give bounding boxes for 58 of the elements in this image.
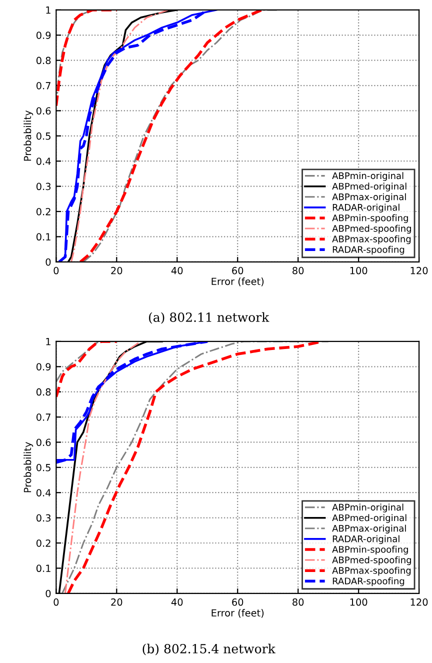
- x-tick-label: 120: [410, 598, 428, 606]
- y-tick-label: 0.1: [36, 564, 50, 572]
- legend-label: ABPmed-original: [332, 182, 406, 192]
- x-axis-title: Error (feet): [212, 609, 264, 618]
- x-tick-label: 0: [54, 266, 59, 274]
- y-axis-title: Probability: [24, 442, 34, 492]
- legend-label: ABPmax-original: [332, 193, 406, 202]
- y-tick-label: 0.2: [36, 208, 50, 216]
- y-tick-label: 0.8: [36, 388, 51, 396]
- legend-label: ABPmax-spoofing: [332, 566, 411, 576]
- y-tick-label: 1: [46, 6, 50, 14]
- x-tick-label: 100: [350, 266, 368, 274]
- y-tick-label: 0.7: [36, 414, 50, 421]
- legend-label: ABPmed-original: [332, 514, 406, 523]
- x-tick-label: 20: [111, 266, 122, 274]
- x-tick-label: 120: [410, 266, 428, 274]
- legend-label: ABPmin-spoofing: [332, 214, 408, 224]
- legend-label: ABPmed-spoofing: [332, 224, 411, 234]
- y-tick-label: 0.1: [36, 233, 50, 241]
- y-tick-label: 0.4: [36, 158, 51, 165]
- y-tick-label: 0.4: [36, 489, 51, 496]
- x-tick-label: 60: [232, 598, 244, 606]
- legend-label: RADAR-original: [332, 204, 400, 212]
- y-tick-label: 0.5: [36, 464, 50, 472]
- x-tick-label: 40: [171, 598, 183, 606]
- legend-label: ABPmin-spoofing: [332, 546, 408, 555]
- y-axis-title: Probability: [24, 110, 34, 161]
- x-axis-title: Error (feet): [212, 278, 264, 286]
- y-tick-label: 0.8: [36, 56, 51, 64]
- y-tick-label: 0.3: [36, 182, 51, 190]
- y-tick-label: 0.6: [36, 107, 51, 115]
- y-tick-label: 0: [46, 258, 51, 266]
- y-tick-label: 0.3: [36, 514, 51, 522]
- x-tick-label: 80: [292, 598, 304, 606]
- legend-label: RADAR-original: [332, 535, 400, 544]
- legend-label: RADAR-spoofing: [332, 246, 404, 255]
- legend-label: RADAR-spoofing: [332, 577, 404, 586]
- x-tick-label: 100: [350, 598, 368, 606]
- legend-label: ABPmed-spoofing: [332, 556, 411, 566]
- text: (b) 802.15.4 network: [142, 644, 276, 656]
- legend-label: ABPmax-original: [332, 524, 406, 534]
- legend-label: ABPmax-spoofing: [332, 235, 411, 244]
- x-tick-label: 60: [232, 266, 244, 274]
- y-tick-label: 0.9: [36, 32, 51, 39]
- x-tick-label: 0: [54, 598, 59, 606]
- y-tick-label: 0.2: [36, 539, 50, 547]
- y-tick-label: 0.5: [36, 132, 50, 140]
- x-tick-label: 20: [111, 598, 122, 606]
- y-tick-label: 0.9: [36, 363, 51, 370]
- x-tick-label: 80: [292, 266, 304, 274]
- legend-label: ABPmin-original: [332, 172, 404, 181]
- text: (a) 802.11 network: [148, 312, 270, 324]
- y-tick-label: 0.6: [36, 438, 51, 446]
- y-tick-label: 0: [46, 590, 51, 598]
- y-tick-label: 0.7: [36, 82, 50, 90]
- y-tick-label: 1: [46, 338, 50, 346]
- x-tick-label: 40: [171, 266, 183, 274]
- legend-label: ABPmin-original: [332, 504, 404, 512]
